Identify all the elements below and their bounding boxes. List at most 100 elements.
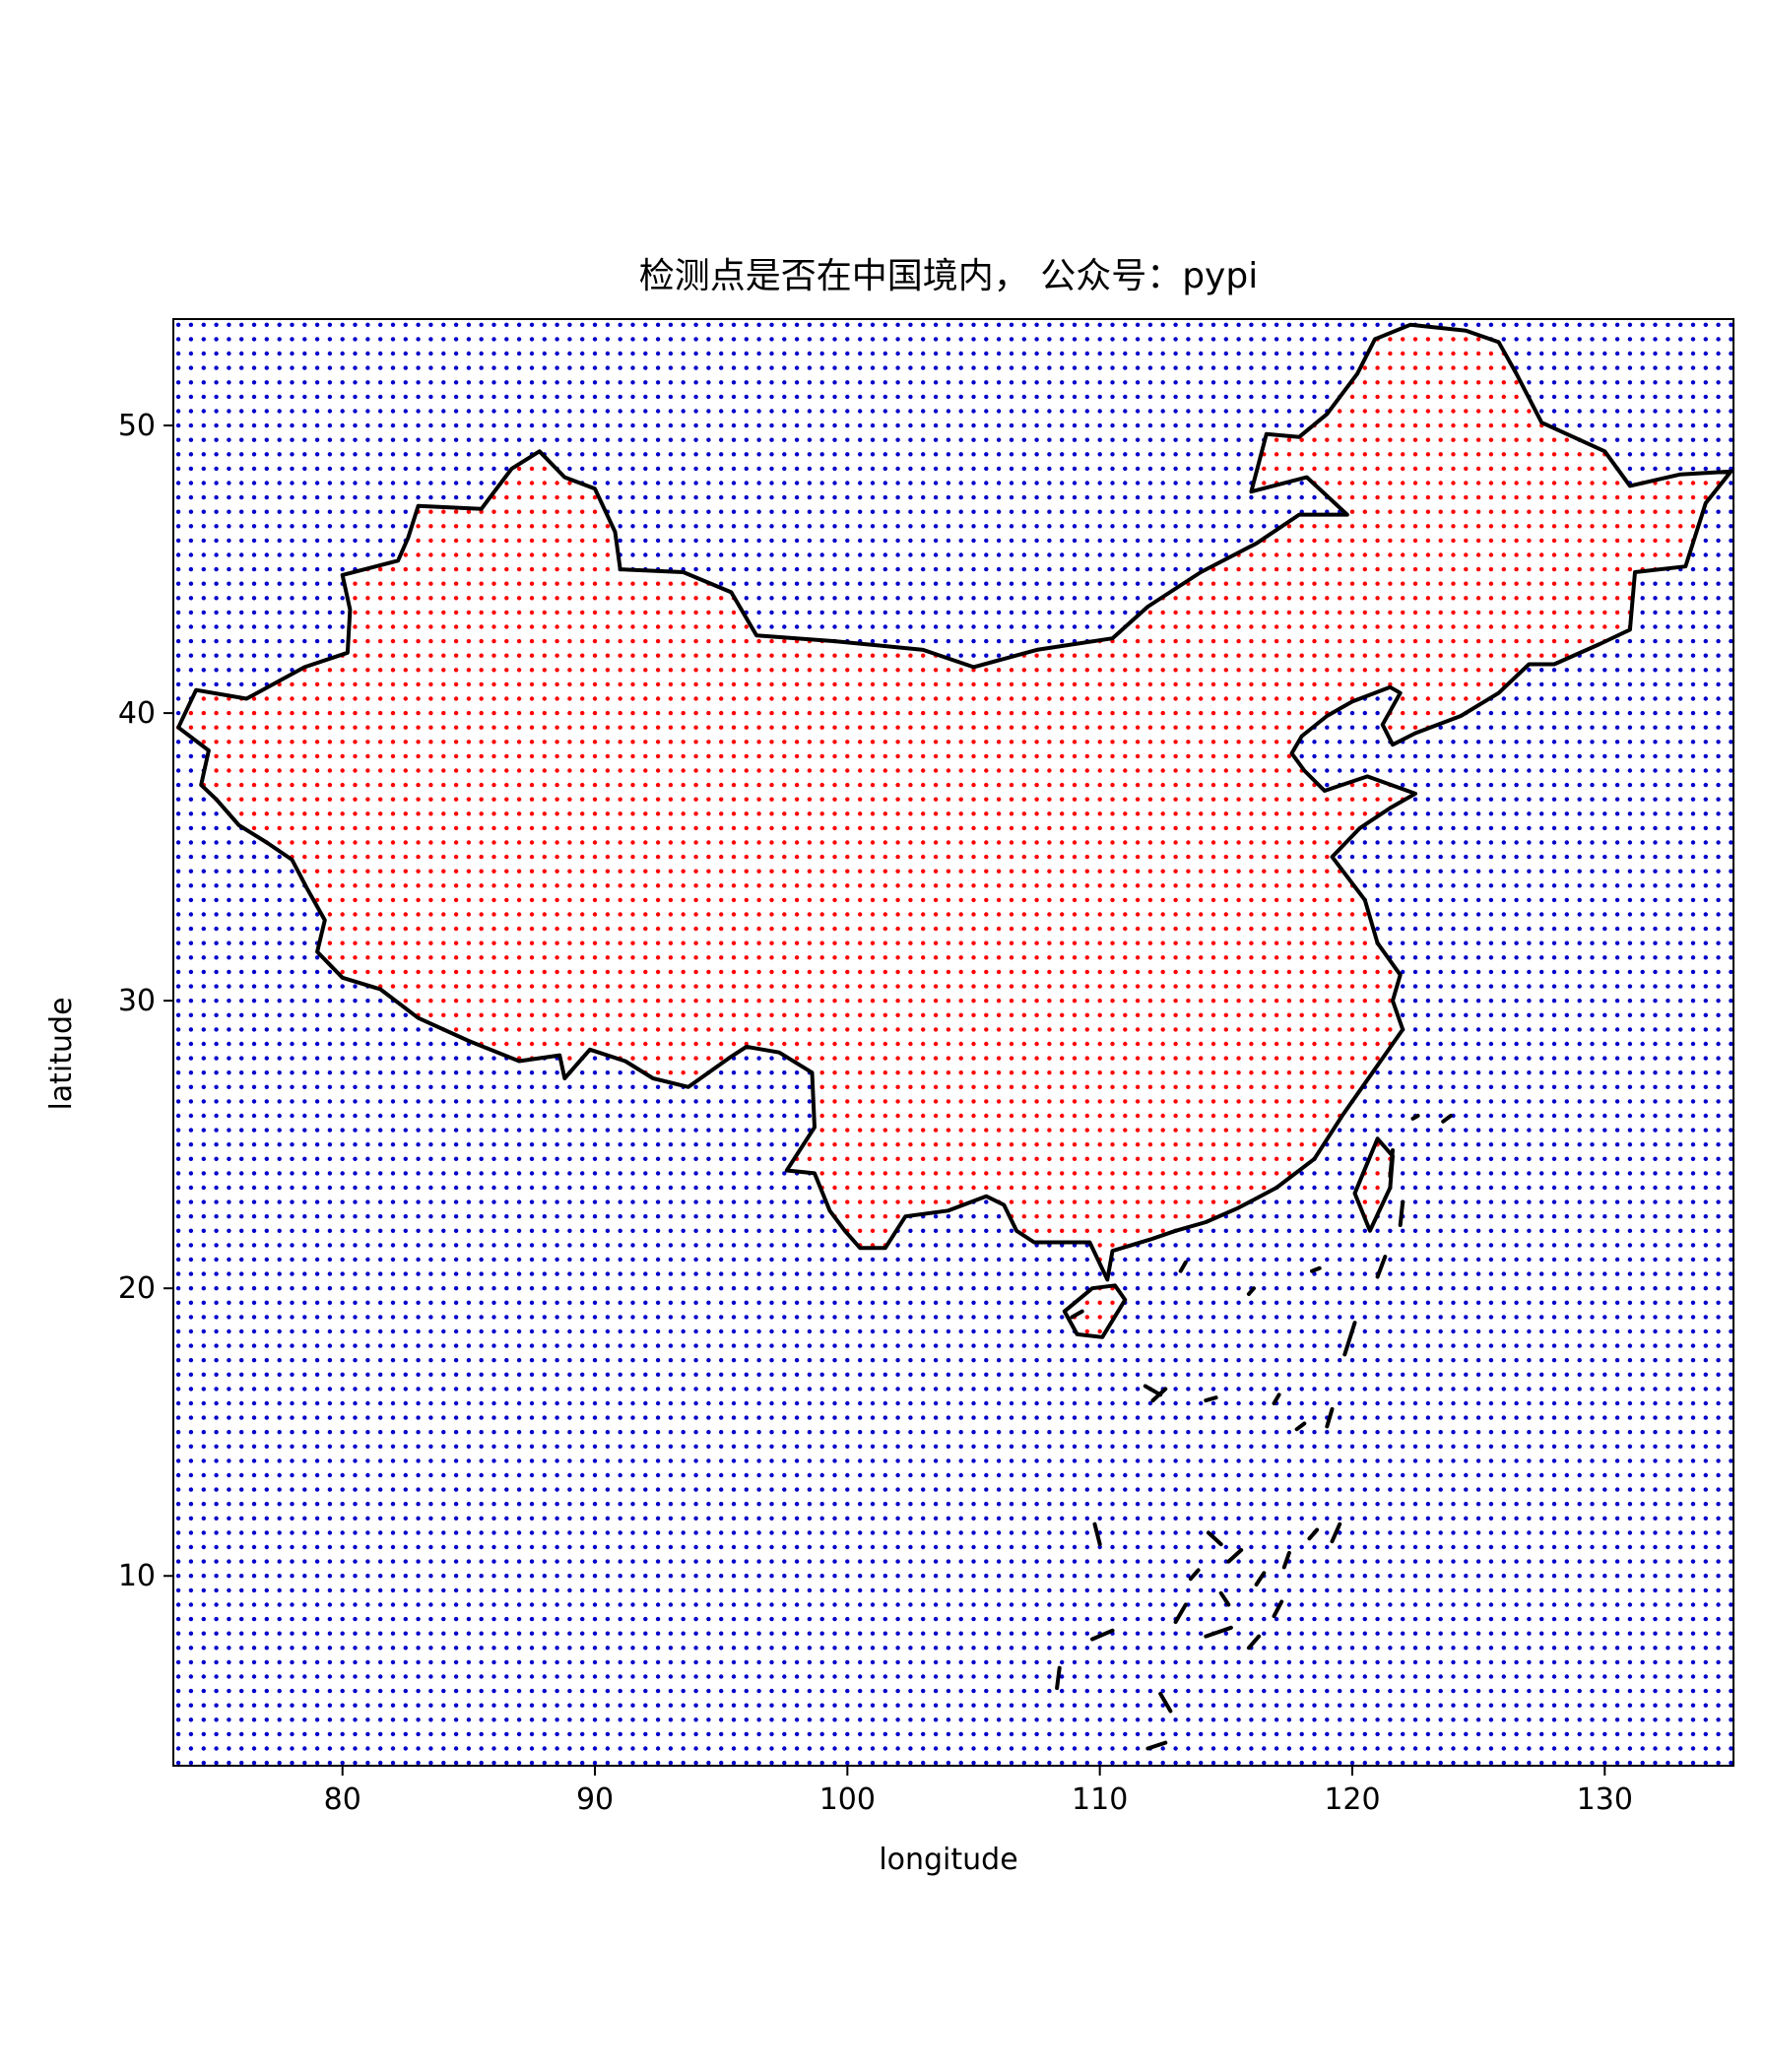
- point-outside: [1653, 1717, 1658, 1722]
- point-outside: [428, 1315, 433, 1320]
- point-outside: [1047, 1444, 1052, 1450]
- point-outside: [1564, 1300, 1570, 1306]
- point-outside: [1666, 1646, 1670, 1651]
- point-outside: [1703, 1559, 1709, 1564]
- point-outside: [1199, 1688, 1204, 1694]
- point-outside: [251, 1430, 257, 1435]
- point-outside: [441, 1199, 446, 1204]
- point-outside: [1299, 1646, 1304, 1651]
- point-outside: [1135, 1343, 1141, 1348]
- point-outside: [1009, 1516, 1014, 1522]
- point-outside: [1627, 1487, 1633, 1492]
- point-outside: [858, 1659, 863, 1665]
- point-outside: [542, 1315, 547, 1320]
- point-outside: [882, 1574, 887, 1579]
- point-outside: [1084, 1646, 1090, 1651]
- point-outside: [1362, 1458, 1368, 1463]
- point-outside: [1097, 1400, 1102, 1406]
- point-outside: [971, 1286, 976, 1291]
- point-outside: [668, 1415, 674, 1420]
- point-outside: [378, 1185, 383, 1191]
- point-outside: [1047, 1472, 1052, 1478]
- point-outside: [1021, 1271, 1027, 1276]
- point-outside: [870, 1430, 876, 1435]
- point-outside: [479, 1472, 484, 1478]
- point-outside: [1602, 1199, 1607, 1204]
- point-outside: [693, 1214, 698, 1219]
- point-outside: [302, 1703, 307, 1708]
- point-outside: [681, 1659, 686, 1665]
- point-outside: [681, 1646, 686, 1651]
- point-outside: [946, 1559, 951, 1564]
- point-outside: [1729, 1587, 1733, 1593]
- point-outside: [555, 1717, 559, 1722]
- point-outside: [1110, 1717, 1115, 1722]
- point-outside: [264, 1358, 269, 1363]
- point-outside: [1236, 1400, 1241, 1406]
- point-outside: [618, 1616, 622, 1622]
- point-outside: [756, 1257, 761, 1263]
- point-outside: [681, 1199, 686, 1204]
- point-outside: [1199, 1243, 1204, 1248]
- point-outside: [1690, 1243, 1696, 1248]
- point-outside: [542, 1559, 547, 1564]
- point-outside: [1412, 1472, 1418, 1478]
- point-outside: [302, 1731, 307, 1737]
- point-outside: [1286, 1472, 1292, 1478]
- point-outside: [1223, 1358, 1229, 1363]
- point-outside: [744, 1300, 749, 1306]
- point-outside: [428, 1717, 433, 1722]
- point-inside: [1084, 1328, 1090, 1334]
- point-outside: [227, 1257, 231, 1263]
- point-outside: [302, 1315, 307, 1320]
- point-outside: [1475, 1358, 1481, 1363]
- point-outside: [655, 1286, 661, 1291]
- point-outside: [479, 1214, 484, 1219]
- point-outside: [201, 1199, 206, 1204]
- point-outside: [1299, 1530, 1304, 1535]
- point-outside: [1236, 1300, 1241, 1306]
- point-outside: [529, 1300, 535, 1306]
- point-outside: [706, 1659, 711, 1665]
- point-outside: [719, 1343, 724, 1348]
- point-outside: [1401, 1415, 1405, 1420]
- point-outside: [1135, 1530, 1141, 1535]
- point-outside: [1527, 1472, 1532, 1478]
- point-outside: [1249, 1760, 1254, 1766]
- point-outside: [984, 1444, 989, 1450]
- point-outside: [1401, 1458, 1405, 1463]
- point-outside: [1186, 1243, 1191, 1248]
- point-outside: [1072, 1616, 1078, 1622]
- point-outside: [1703, 1602, 1709, 1607]
- point-outside: [1034, 1574, 1039, 1579]
- point-outside: [1539, 1674, 1544, 1679]
- point-outside: [264, 1343, 269, 1348]
- point-outside: [428, 1343, 433, 1348]
- point-outside: [390, 1602, 396, 1607]
- point-outside: [1147, 1703, 1153, 1708]
- point-outside: [314, 1185, 320, 1191]
- point-outside: [1009, 1343, 1014, 1348]
- point-outside: [870, 1688, 876, 1694]
- point-outside: [1236, 1271, 1241, 1276]
- point-outside: [1602, 1703, 1607, 1708]
- point-outside: [1590, 1372, 1595, 1378]
- point-outside: [555, 1674, 559, 1679]
- point-outside: [1577, 1243, 1582, 1248]
- point-outside: [542, 1430, 547, 1435]
- point-outside: [1223, 1703, 1229, 1708]
- point-outside: [1640, 1731, 1645, 1737]
- point-outside: [1160, 1602, 1165, 1607]
- point-outside: [592, 1472, 598, 1478]
- point-outside: [756, 1415, 761, 1420]
- point-outside: [1653, 1731, 1658, 1737]
- point-outside: [567, 1387, 572, 1392]
- point-outside: [441, 1703, 446, 1708]
- point-outside: [1527, 1214, 1532, 1219]
- point-outside: [428, 1214, 433, 1219]
- point-outside: [1514, 1530, 1519, 1535]
- point-outside: [251, 1358, 257, 1363]
- point-outside: [1475, 1516, 1481, 1522]
- point-outside: [529, 1185, 535, 1191]
- point-outside: [1009, 1415, 1014, 1420]
